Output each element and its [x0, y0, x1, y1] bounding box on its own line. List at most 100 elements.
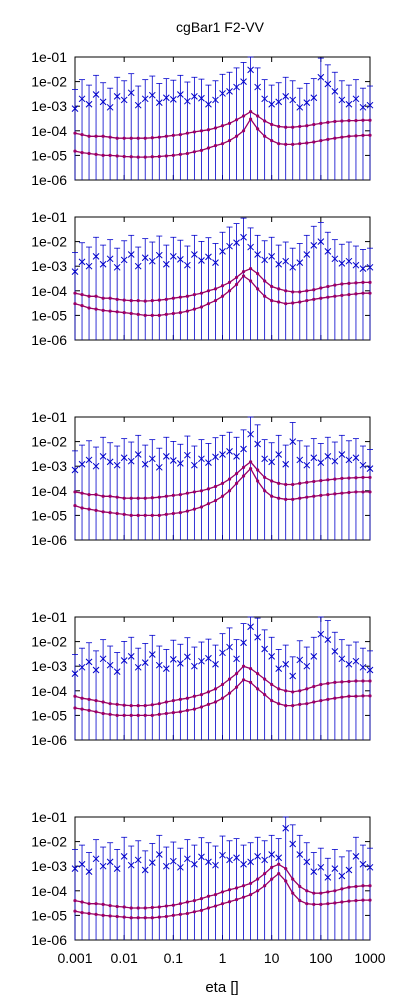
data-point — [275, 665, 283, 672]
data-point — [205, 100, 212, 108]
upper-curve-point — [129, 136, 133, 140]
upper-curve-point — [108, 296, 112, 300]
data-point — [317, 863, 325, 871]
data-point — [191, 461, 198, 469]
lower-curve-point — [291, 142, 295, 146]
data-point — [275, 260, 283, 268]
data-point — [92, 253, 100, 260]
data-point — [289, 96, 297, 104]
lower-curve-point — [220, 142, 225, 146]
lower-curve-point — [220, 494, 225, 498]
upper-curve-point — [319, 891, 323, 895]
lower-curve-point — [277, 702, 281, 706]
data-point — [113, 865, 121, 872]
data-point — [155, 99, 163, 106]
lower-curve-point — [150, 513, 154, 518]
lower-curve-point — [340, 491, 344, 495]
lower-curve-point — [136, 916, 140, 920]
lower-curve-point — [164, 312, 168, 316]
y-tick-label: 1e-05 — [31, 307, 67, 323]
upper-curve-point — [108, 702, 112, 706]
upper-curve-point — [115, 495, 119, 499]
data-point — [134, 101, 142, 109]
upper-curve-point — [270, 122, 274, 127]
upper-curve-point — [164, 297, 168, 301]
upper-curve-point — [354, 476, 358, 480]
data-point — [212, 96, 219, 104]
upper-curve-point — [312, 122, 316, 127]
upper-curve-point — [143, 136, 147, 140]
upper-curve-point — [185, 696, 189, 700]
upper-curve-point — [319, 478, 323, 483]
lower-curve-point — [249, 893, 253, 897]
upper-curve-point — [199, 291, 204, 295]
lower-curve-point — [319, 138, 323, 143]
data-point — [120, 853, 128, 860]
lower-curve-point — [87, 911, 91, 916]
lower-curve-point — [94, 307, 98, 311]
data-point — [310, 653, 318, 660]
upper-curve-point — [354, 884, 358, 889]
data-point — [141, 254, 149, 262]
data-point — [226, 643, 233, 651]
panel-4: 1e-06 1e-05 1e-04 1e-03 1e-02 1e-01 — [31, 609, 374, 748]
upper-curve-point — [368, 118, 372, 122]
lower-curve-point — [284, 879, 288, 883]
upper-curve-point — [122, 136, 126, 140]
data-point — [275, 98, 283, 106]
y-tick-label: 1e-03 — [31, 98, 67, 114]
lower-curve-point — [73, 706, 77, 710]
upper-curve-point — [185, 900, 189, 904]
data-point — [331, 865, 339, 872]
data-point — [275, 451, 283, 458]
lower-curve-point — [298, 702, 302, 706]
lower-curve-point — [108, 153, 112, 157]
x-tick-label: 10 — [264, 950, 280, 966]
lower-curve-point — [270, 298, 274, 303]
upper-curve-point — [136, 136, 140, 140]
data-point — [169, 655, 177, 663]
data-point — [254, 633, 261, 641]
upper-curve-point — [333, 283, 337, 287]
lower-curve-point — [87, 151, 91, 156]
upper-curve-point — [73, 131, 77, 135]
y-tick-label: 1e-03 — [31, 258, 67, 274]
y-tick-label: 1e-04 — [31, 483, 67, 499]
data-point — [99, 862, 107, 870]
upper-curve-point — [284, 289, 288, 293]
upper-curve-point — [206, 894, 211, 898]
lower-curve-point — [213, 144, 218, 148]
data-point — [219, 851, 226, 859]
lower-curve-point — [312, 297, 316, 301]
data-point — [113, 668, 121, 676]
upper-curve-point — [220, 124, 225, 128]
data-point — [345, 100, 353, 108]
lower-curve-point — [94, 912, 98, 916]
data-point — [226, 856, 233, 864]
lower-curve-point — [80, 910, 84, 915]
upper-curve-point — [87, 902, 91, 906]
lower-curve-point — [241, 895, 246, 899]
y-tick-label: 1e-02 — [31, 74, 67, 90]
upper-curve-point — [312, 288, 316, 292]
upper-curve-point — [150, 298, 154, 303]
upper-curve-point — [129, 906, 133, 910]
data-point — [148, 651, 156, 658]
upper-curve-point — [80, 491, 84, 495]
upper-curve-point — [291, 290, 295, 294]
upper-curve-point — [319, 121, 323, 125]
lower-curve-point — [220, 902, 225, 906]
data-point — [268, 253, 276, 260]
data-point — [198, 657, 205, 665]
lower-curve-point — [263, 134, 267, 138]
upper-curve-point — [178, 697, 182, 701]
upper-curve-point — [80, 293, 84, 297]
data-point — [254, 83, 261, 91]
upper-curve-point — [305, 289, 309, 293]
upper-curve-point — [347, 281, 351, 285]
data-point — [247, 858, 254, 866]
data-point — [184, 653, 191, 661]
data-point — [198, 94, 205, 102]
data-point — [184, 855, 191, 863]
lower-curve-point — [199, 705, 204, 709]
